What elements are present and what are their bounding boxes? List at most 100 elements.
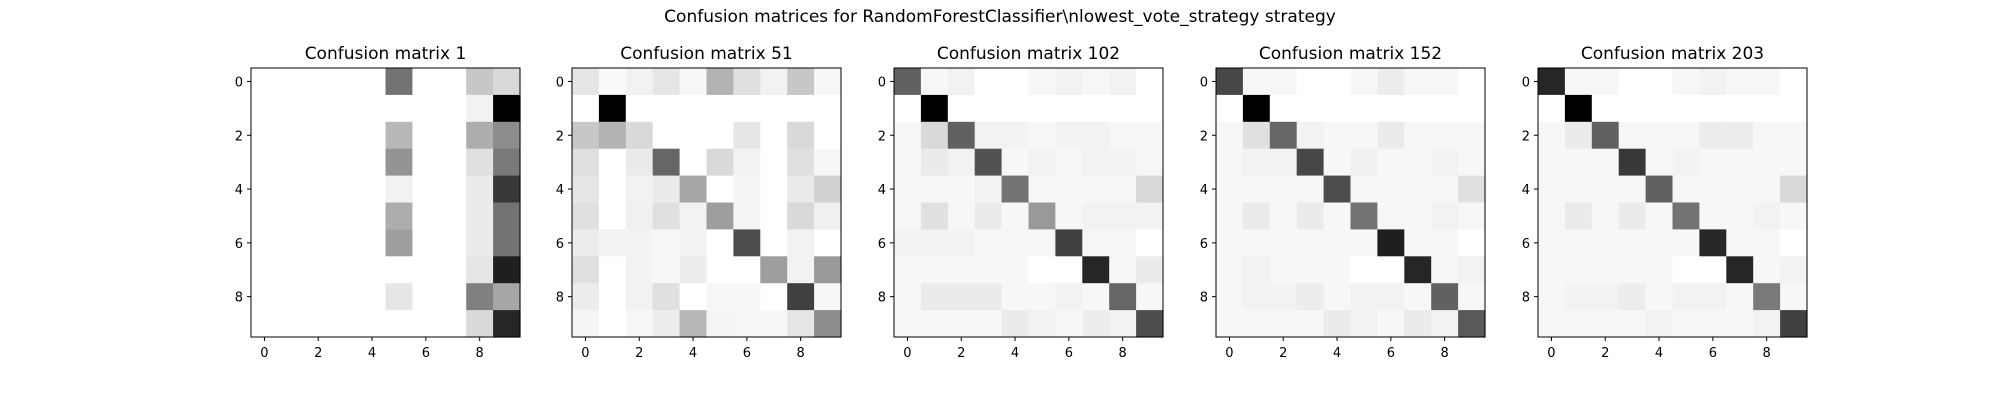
x-tick-label: 6 [743,346,751,361]
heatmap-cell [1028,175,1056,204]
heatmap-cell [787,175,815,204]
heatmap-cell [412,283,440,311]
heatmap-cell [1458,310,1486,338]
heatmap-cell [1458,283,1486,311]
heatmap-cell [894,68,922,96]
heatmap-cell [760,256,788,284]
y-tick-label: 2 [556,129,564,144]
heatmap-cell [1564,202,1593,230]
x-tick-label: 4 [368,346,376,361]
heatmap-cell [1028,148,1056,177]
heatmap-cell [1431,121,1459,150]
heatmap-cell [277,68,306,96]
heatmap-cell [251,283,279,311]
heatmap-cell [814,148,842,177]
heatmap-cell [733,229,761,257]
heatmap-cell [412,175,440,204]
heatmap-cell [1564,310,1593,338]
heatmap-cell [787,310,815,338]
heatmap-cell [1269,229,1298,257]
heatmap-cell [1242,256,1271,284]
heatmap-cell [1082,68,1110,96]
heatmap-cell [814,175,842,204]
heatmap-cell [304,283,333,311]
y-tick-label: 4 [878,183,886,198]
heatmap-cell [1136,256,1164,284]
heatmap-cell [1242,148,1271,177]
heatmap-cell [1296,283,1325,311]
heatmap-cell [1431,94,1459,123]
heatmap-cell [1350,310,1378,338]
heatmap-cell [493,310,521,338]
heatmap-cell [1404,256,1432,284]
heatmap-cell [733,94,761,123]
heatmap-cell [385,310,413,338]
y-tick-label: 2 [1200,129,1208,144]
heatmap-cell [304,310,333,338]
heatmap-cell [787,121,815,150]
heatmap-cell [1458,202,1486,230]
heatmap-cell [1591,175,1620,204]
heatmap-cell [412,68,440,96]
heatmap-cell [412,121,440,150]
heatmap-cell [1645,310,1674,338]
heatmap-cell [1458,121,1486,150]
x-tick-label: 8 [476,346,484,361]
heatmap-cell [1001,68,1030,96]
heatmap-cell [385,94,413,123]
heatmap-cell [331,310,360,338]
heatmap-cell [1780,256,1808,284]
y-tick-label: 2 [235,129,243,144]
heatmap-cell [974,283,1003,311]
heatmap-cell [1780,175,1808,204]
x-tick-label: 4 [689,346,697,361]
heatmap-cell [1377,68,1405,96]
heatmap-cell [733,148,761,177]
heatmap-cell [1645,283,1674,311]
heatmap-cell [1591,148,1620,177]
heatmap-cell [1672,229,1700,257]
heatmap-cell [760,148,788,177]
heatmap-cell [1431,148,1459,177]
heatmap-cell [1618,310,1647,338]
heatmap-cell [1136,283,1164,311]
heatmap-cell [652,283,681,311]
heatmap-cell [1780,202,1808,230]
heatmap-cell [974,94,1003,123]
heatmap-cell [358,202,387,230]
heatmap-cell [331,229,360,257]
heatmap-cell [652,94,681,123]
heatmap-cell [760,202,788,230]
heatmap-cell [787,283,815,311]
heatmap-cell [706,94,734,123]
heatmap-cell [1753,310,1781,338]
heatmap-cell [1001,175,1030,204]
heatmap-cell [733,175,761,204]
x-tick-label: 4 [1011,346,1019,361]
heatmap-cell [358,94,387,123]
y-tick-label: 0 [1200,75,1208,90]
heatmap-cell [1377,229,1405,257]
heatmap-cell [1216,68,1244,96]
heatmap-cell [1269,256,1298,284]
heatmap-cell [760,310,788,338]
heatmap-cell [1323,148,1352,177]
heatmap-cell [1672,202,1700,230]
heatmap-cell [625,68,654,96]
heatmap-cell [598,94,627,123]
heatmap-cell [1109,121,1137,150]
heatmap-cell [385,229,413,257]
heatmap-cell [466,202,494,230]
heatmap-cell [652,229,681,257]
heatmap-cell [1055,310,1083,338]
heatmap-cell [572,283,600,311]
heatmap-cell [1458,94,1486,123]
heatmap-cell [974,229,1003,257]
panel-title: Confusion matrix 102 [937,44,1120,64]
heatmap-cell [251,202,279,230]
y-tick-label: 6 [1200,237,1208,252]
heatmap-cell [572,68,600,96]
x-tick-label: 8 [1119,346,1127,361]
heatmap-cell [1726,121,1754,150]
